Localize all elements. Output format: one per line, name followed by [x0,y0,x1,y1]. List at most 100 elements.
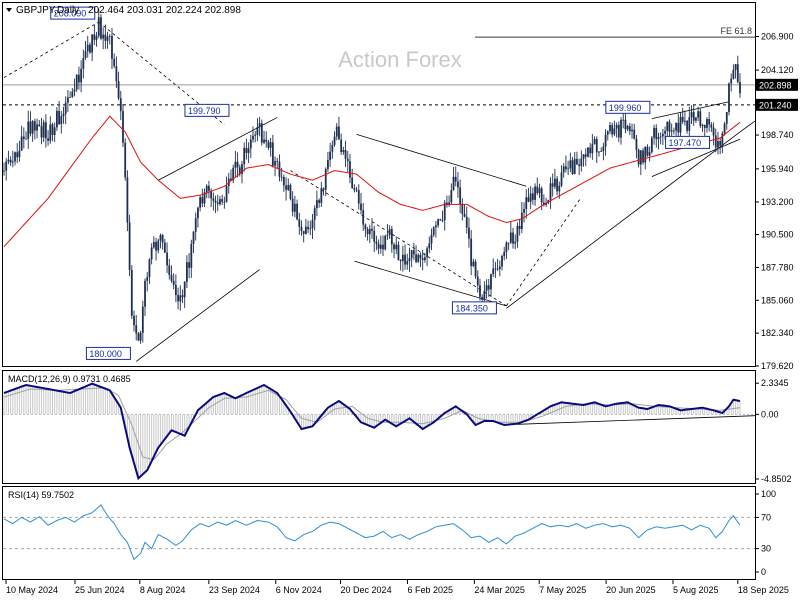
candle-body [454,176,457,182]
candle-body [382,244,384,250]
candle-body [38,124,41,127]
candle-body [58,110,60,125]
last-price-box [756,78,798,91]
level-price-label: 201.240 [759,100,792,110]
annotation-box [665,135,711,149]
candle-body [185,262,188,282]
candle-body [349,161,351,178]
moving-average [3,115,741,248]
candle-body [238,167,241,174]
candle-body [148,259,151,278]
candle-body [578,164,581,167]
candle-body [130,269,133,316]
candle-body [443,202,446,221]
candle-body [280,176,283,178]
candle-body [307,226,309,230]
candle-body [606,131,609,135]
candle-body [710,124,713,128]
candle-body [108,35,111,37]
rsi-tick-label: 30 [761,544,771,554]
candle-body [144,280,146,307]
candle-body [29,121,32,134]
candle-body [553,178,556,187]
candle-body [474,261,477,277]
candle-body [646,146,649,156]
candle-body [384,235,387,250]
annotation-label: 208.090 [54,9,87,19]
candle-body [254,134,257,136]
candle-body [274,161,276,166]
candle-body [42,122,45,138]
candle-body [501,255,503,267]
candle-body [104,34,107,41]
candle-body [221,199,224,202]
candle-body [670,130,673,132]
candle-body [371,228,373,231]
candle-body [483,290,486,300]
candle-body [62,113,65,117]
candle-body [591,144,594,154]
candle-body [183,281,186,298]
date-tick-label: 20 Dec 2024 [341,585,392,595]
candle-body [373,230,376,242]
candle-body [426,248,428,258]
annotation-box [85,346,131,360]
candle-body [353,188,356,190]
candle-body [600,151,603,152]
annotation-label: 184.350 [455,303,488,313]
candle-body [505,242,508,252]
candle-body [329,151,332,161]
macd-tick-label: 0.00 [761,409,779,419]
candle-body [230,178,232,181]
candle-body [71,91,74,98]
collapse-triangle-icon[interactable] [6,8,12,12]
candle-body [542,202,545,205]
candle-body [260,123,263,143]
candle-body [302,231,305,234]
candle-body [439,219,442,221]
candle-body [208,185,210,191]
annotation-label: 197.470 [669,138,702,148]
candle-body [639,150,642,165]
candle-body [247,148,250,153]
price-tick-label: 190.500 [761,230,794,240]
candles [3,8,741,344]
candle-body [655,127,658,140]
candle-body [18,150,21,158]
candle-body [155,241,157,251]
candle-body [476,276,479,286]
candle-body [22,136,25,140]
candle-body [181,295,184,298]
candle-body [582,154,585,159]
price-trendline [354,260,507,307]
macd-tick-label: -4.8502 [761,474,792,484]
candle-body [360,203,362,211]
candle-body [113,58,116,67]
candle-body [430,234,433,244]
macd-line [3,382,741,481]
candle-body [732,69,735,79]
price-tick-label: 193.200 [761,197,794,207]
candle-body [377,243,380,249]
candle-body [437,219,440,226]
candle-body [201,197,204,204]
candle-body [304,226,307,234]
candle-body [296,203,298,220]
candle-body [739,82,741,94]
candle-body [452,176,455,191]
candle-body [157,240,160,251]
price-tick-label: 206.900 [761,31,794,41]
candle-body [551,183,554,187]
candle-body [719,141,722,146]
candle-body [194,218,197,232]
candle-body [287,184,290,190]
candle-body [503,251,506,256]
candle-body [11,161,14,163]
candle-body [401,254,404,262]
annotation-box [451,301,497,315]
annotation-box [184,103,230,117]
candle-body [236,161,239,168]
candle-body [684,120,686,122]
price-trendline [506,196,582,307]
